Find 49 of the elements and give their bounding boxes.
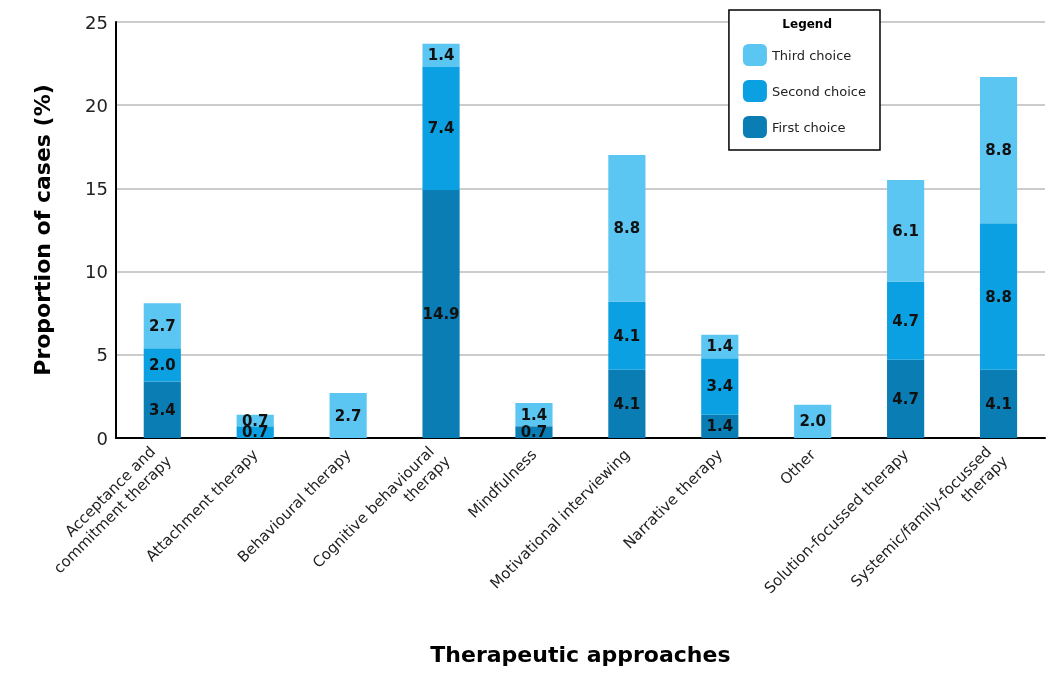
data-label: 4.1 xyxy=(613,326,641,345)
y-tick-label: 10 xyxy=(84,261,108,283)
data-label: 8.8 xyxy=(985,141,1012,160)
data-label: 1.4 xyxy=(706,417,734,436)
legend-label: Third choice xyxy=(770,47,852,63)
legend-title: Legend xyxy=(782,17,833,31)
data-label: 8.8 xyxy=(985,287,1012,306)
bar xyxy=(979,369,1018,438)
bar xyxy=(422,190,460,438)
data-label: 2.7 xyxy=(334,406,362,425)
data-label: 2.0 xyxy=(799,412,826,431)
bar xyxy=(608,369,646,438)
data-label: 2.0 xyxy=(149,355,176,374)
bar xyxy=(701,358,739,415)
bar xyxy=(608,155,646,302)
bar xyxy=(143,381,181,438)
y-tick-label: 20 xyxy=(84,94,108,116)
y-axis-title: Proportion of cases (%) xyxy=(30,84,56,376)
bar xyxy=(887,281,925,360)
legend-label: First choice xyxy=(771,119,846,135)
data-label: 4.7 xyxy=(892,311,919,330)
data-label: 1.4 xyxy=(706,337,734,356)
data-label: 4.7 xyxy=(892,389,919,408)
data-label: 3.4 xyxy=(706,377,734,396)
data-label: 4.1 xyxy=(985,394,1012,413)
x-axis-title: Therapeutic approaches xyxy=(430,641,731,667)
y-tick-label: 5 xyxy=(96,344,108,366)
data-label: 0.7 xyxy=(520,423,548,442)
bar xyxy=(329,393,367,438)
data-label: 1.4 xyxy=(520,405,548,424)
y-tick-label: 25 xyxy=(84,11,108,33)
bar xyxy=(608,301,646,370)
data-label: 7.4 xyxy=(427,119,455,138)
data-label: 14.9 xyxy=(422,305,460,324)
data-label: 3.4 xyxy=(149,400,176,419)
bar xyxy=(979,223,1018,370)
bar xyxy=(887,180,925,282)
bar xyxy=(143,303,181,349)
legend-label: Second choice xyxy=(771,83,867,99)
bar xyxy=(979,76,1018,224)
data-label: 1.4 xyxy=(427,46,455,65)
y-tick-label: 15 xyxy=(84,177,108,199)
bar xyxy=(887,359,925,438)
data-label: 4.1 xyxy=(613,394,641,413)
data-label: 6.1 xyxy=(892,221,919,240)
data-label: 2.7 xyxy=(149,316,176,335)
bar xyxy=(422,66,460,191)
data-label: 8.8 xyxy=(613,219,641,238)
y-tick-label: 0 xyxy=(96,427,108,449)
